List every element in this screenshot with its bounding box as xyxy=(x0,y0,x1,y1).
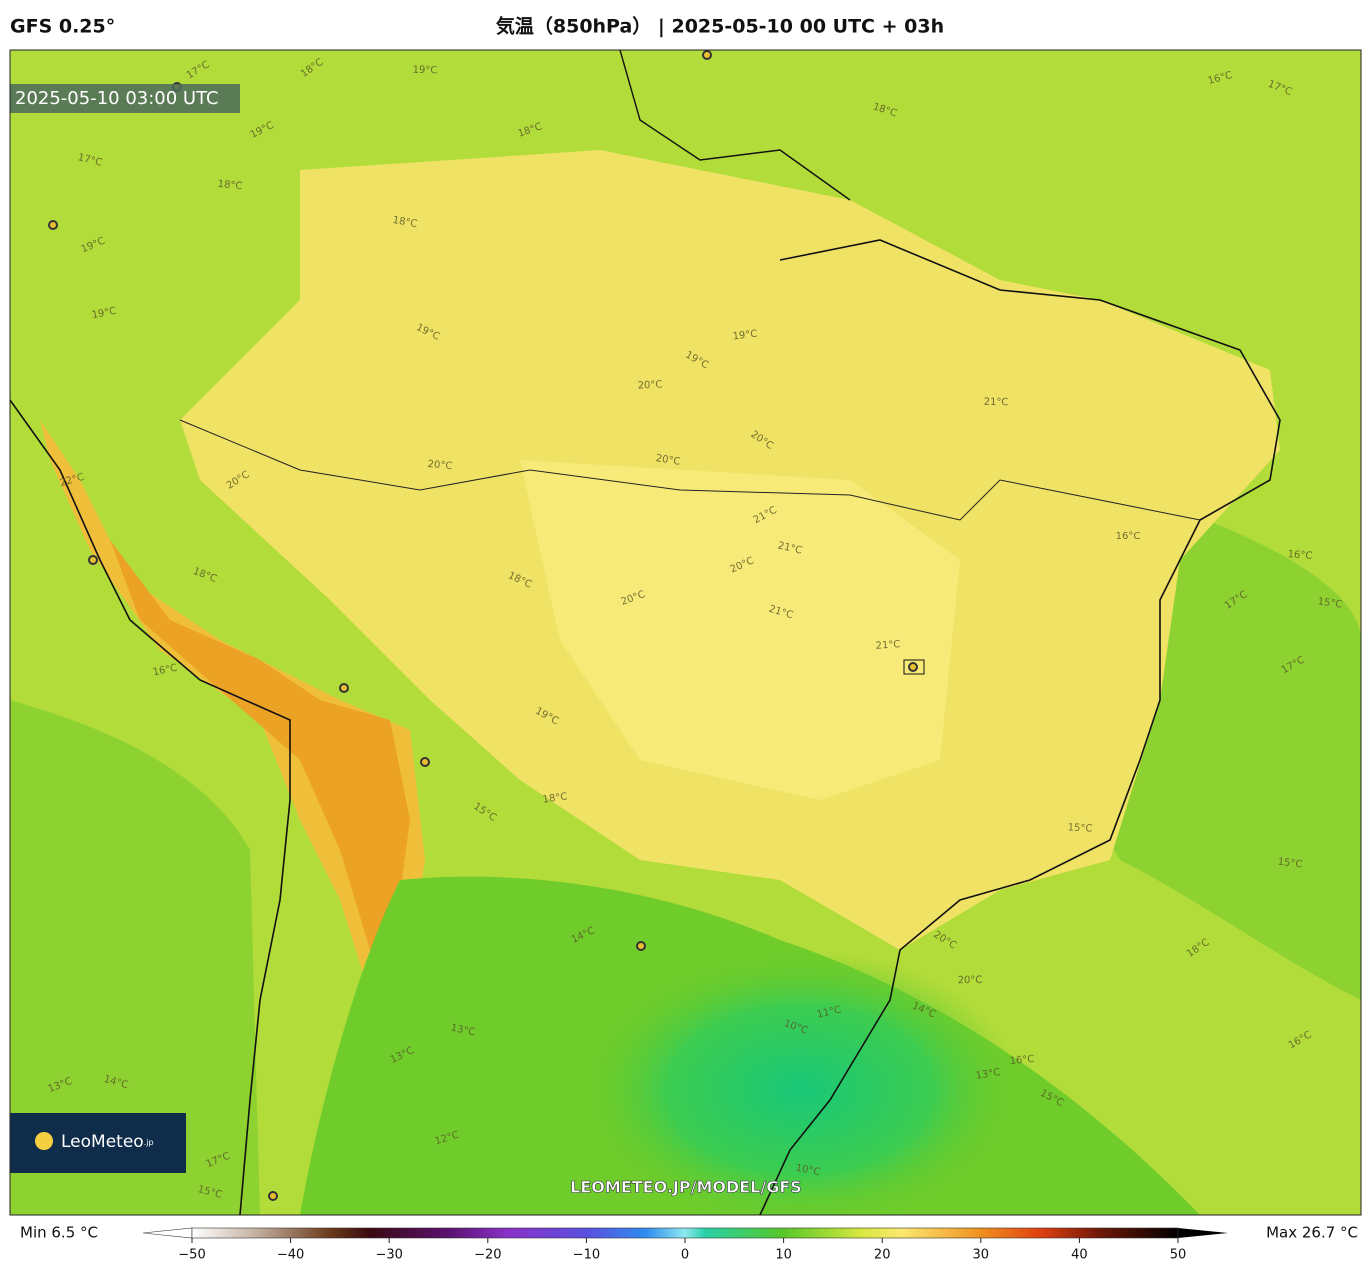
colorbar-tick-label: 50 xyxy=(1170,1248,1187,1263)
borders xyxy=(179,419,1201,521)
colorbar-tick-label: −30 xyxy=(375,1248,402,1263)
contour-label: 11°C xyxy=(816,1004,843,1020)
andes-hot xyxy=(110,540,410,950)
federal-district xyxy=(903,659,925,675)
north-coastline xyxy=(619,50,851,201)
pacific-cool xyxy=(10,700,260,1215)
timestamp-box xyxy=(10,84,240,113)
contour-label: 18°C xyxy=(217,179,243,193)
colorbar-tick-label: −20 xyxy=(474,1248,501,1263)
contour-label: 19°C xyxy=(412,65,437,77)
contour-label: 18°C xyxy=(392,215,418,230)
max-label: Max 26.7 °C xyxy=(1266,1224,1358,1242)
contour-label: 13°C xyxy=(450,1023,476,1039)
colorbar-tick-label: −40 xyxy=(277,1248,304,1263)
colorbar-max-arrow xyxy=(1178,1228,1228,1238)
timestamp: 2025-05-10 03:00 UTC xyxy=(15,88,219,109)
logo-text: LeoMeteo.jp xyxy=(61,1132,154,1152)
colorbar-tick-label: 0 xyxy=(681,1248,689,1263)
contour-label: 21°C xyxy=(984,397,1009,408)
map-frame xyxy=(9,49,1362,1216)
colorbar-tick-label: −50 xyxy=(178,1248,205,1263)
contour-label: 18°C xyxy=(542,791,568,805)
contour-label: 15°C xyxy=(1067,822,1092,834)
contour-label: 21°C xyxy=(777,540,804,556)
colorbar-tick-label: −10 xyxy=(573,1248,600,1263)
logo-name: LeoMeteo xyxy=(61,1132,144,1152)
contour-label: 16°C xyxy=(1009,1054,1035,1067)
logo-suffix: .jp xyxy=(144,1138,154,1147)
logo-sun xyxy=(35,1132,53,1150)
colorbar-tick-label: 10 xyxy=(775,1248,792,1263)
contour-label: 13°C xyxy=(975,1067,1001,1082)
contour-label: 16°C xyxy=(1116,531,1141,542)
map: 18°C 19°C17°C18°C19°C18°C19°C17°C18°C18°C… xyxy=(10,50,1361,1215)
east-coastline xyxy=(759,239,1281,1215)
colorbar-tick-label: 30 xyxy=(973,1248,990,1263)
map-title: 気温（850hPa） | 2025-05-10 00 UTC + 03h xyxy=(496,15,944,38)
contour-label: 15°C xyxy=(1277,857,1303,871)
cities xyxy=(48,50,918,1201)
min-label: Min 6.5 °C xyxy=(20,1224,98,1242)
west-coastline xyxy=(10,399,291,1215)
colorbar-tick-label: 40 xyxy=(1071,1248,1088,1263)
contour-label: 20°C xyxy=(637,379,662,391)
contour-label: 20°C xyxy=(427,459,453,472)
colorbar: Min 6.5 °C Max 26.7 °C −50 −40 −30 −20 −10 0 1… xyxy=(20,1224,1358,1263)
contour-label: 16°C xyxy=(152,663,178,679)
contour-label: 20°C xyxy=(958,975,983,986)
contour-label: 16°C xyxy=(1287,549,1312,562)
colorbar-scale xyxy=(191,1227,1179,1239)
contour-label: 19°C xyxy=(732,329,758,343)
contour-label: 20°C xyxy=(655,453,681,468)
warm-core xyxy=(520,460,960,800)
model-label: GFS 0.25° xyxy=(10,16,115,38)
colorbar-tick-label: 20 xyxy=(874,1248,891,1263)
contour-label: 10°C xyxy=(795,1163,821,1179)
colorbar-min-arrow xyxy=(142,1227,193,1239)
cold-core xyxy=(580,950,1020,1215)
contour-label: 21°C xyxy=(875,639,900,652)
andes-warm xyxy=(40,420,425,995)
contour-label: 19°C xyxy=(91,306,117,322)
watermark: LEOMETEO.JP/MODEL/GFS xyxy=(570,1178,802,1197)
contour-label: 15°C xyxy=(1317,596,1343,610)
